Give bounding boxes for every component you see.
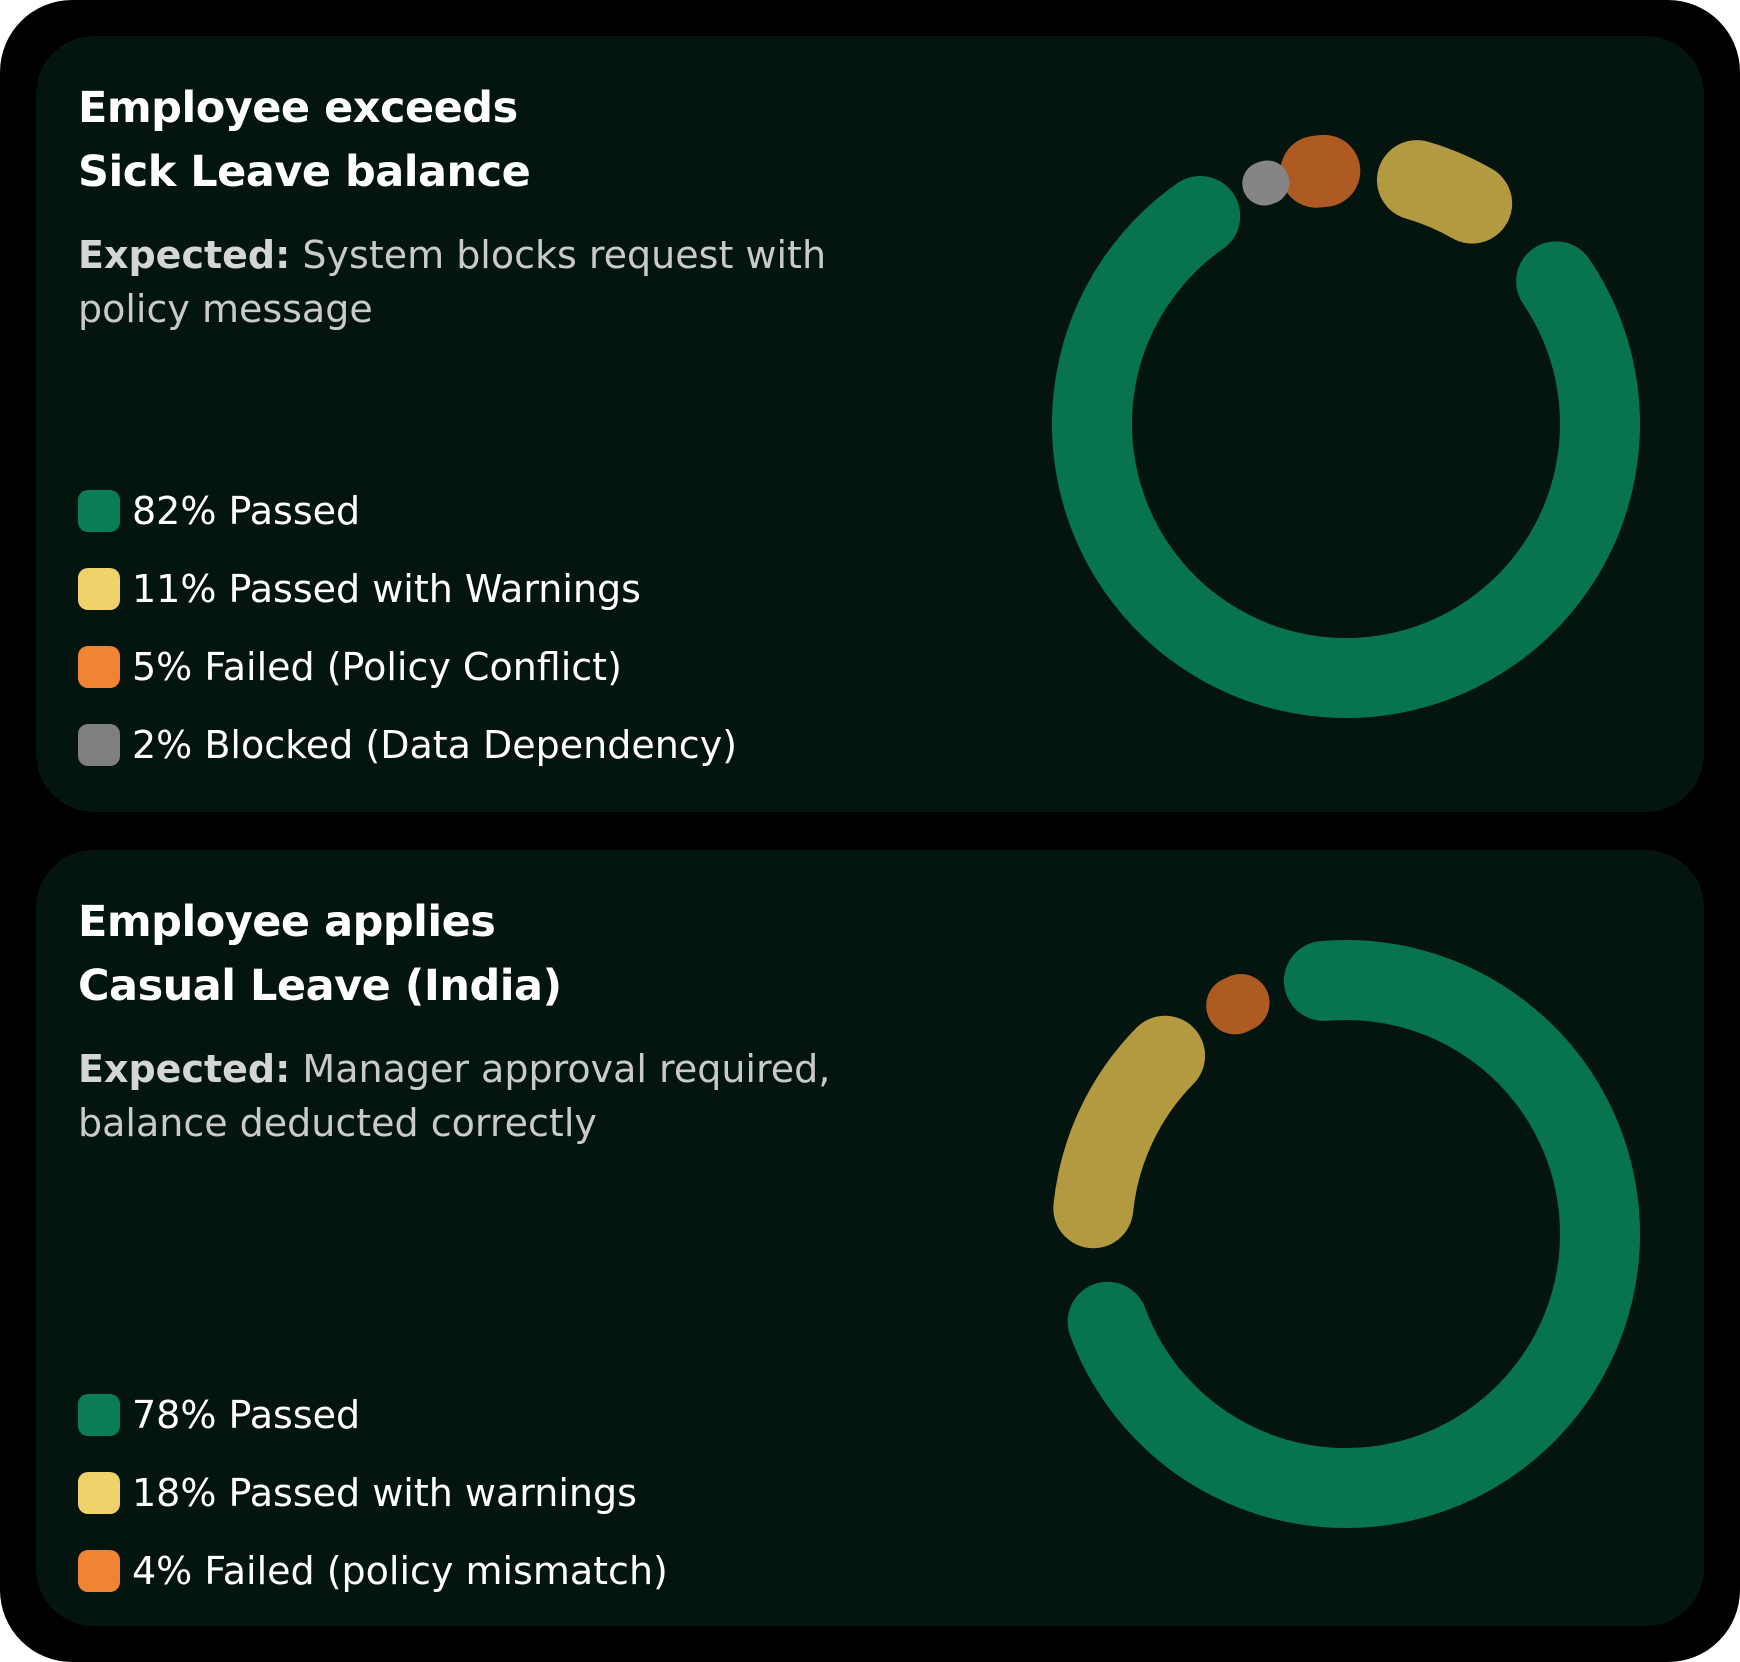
legend-item-blocked: 2% Blocked (Data Dependency): [78, 706, 737, 784]
legend-label: 5% Failed (Policy Conflict): [132, 645, 622, 689]
legend-item-passed-warnings: 11% Passed with Warnings: [78, 550, 737, 628]
card-title-line-1: Employee exceeds: [78, 83, 518, 133]
test-card-sick-leave: Employee exceeds Sick Leave balance Expe…: [36, 36, 1704, 812]
legend-label: 78% Passed: [132, 1393, 361, 1437]
card-title: Employee exceeds Sick Leave balance: [78, 76, 531, 204]
chart-legend: 82% Passed 11% Passed with Warnings 5% F…: [78, 472, 737, 784]
expected-label: Expected:: [78, 1047, 291, 1091]
donut-segment-failed: [1206, 974, 1270, 1035]
legend-swatch-warnings: [78, 568, 120, 610]
legend-swatch-passed: [78, 1394, 120, 1436]
expected-result: Expected: System blocks request with pol…: [78, 228, 878, 336]
legend-label: 11% Passed with Warnings: [132, 567, 641, 611]
legend-label: 18% Passed with warnings: [132, 1471, 637, 1515]
test-card-casual-leave: Employee applies Casual Leave (India) Ex…: [36, 850, 1704, 1626]
donut-segment-failed: [1280, 134, 1361, 208]
legend-swatch-passed: [78, 490, 120, 532]
card-title-line-1: Employee applies: [78, 897, 496, 947]
card-title-line-2: Sick Leave balance: [78, 147, 531, 197]
legend-item-passed-warnings: 18% Passed with warnings: [78, 1454, 668, 1532]
donut-chart: [1053, 940, 1640, 1528]
card-title: Employee applies Casual Leave (India): [78, 890, 562, 1018]
legend-swatch-warnings: [78, 1472, 120, 1514]
legend-item-failed: 5% Failed (Policy Conflict): [78, 628, 737, 706]
legend-label: 82% Passed: [132, 489, 361, 533]
legend-swatch-failed: [78, 646, 120, 688]
expected-label: Expected:: [78, 233, 291, 277]
expected-text: System blocks request with policy messag…: [78, 233, 827, 331]
donut-segment-passed: [1067, 940, 1640, 1528]
card-title-line-2: Casual Leave (India): [78, 961, 562, 1011]
legend-item-passed: 78% Passed: [78, 1376, 668, 1454]
legend-swatch-failed: [78, 1550, 120, 1592]
donut-segment-passed-warnings: [1053, 1015, 1206, 1249]
legend-label: 2% Blocked (Data Dependency): [132, 723, 738, 767]
donut-segment-passed: [1052, 175, 1640, 718]
legend-item-failed: 4% Failed (policy mismatch): [78, 1532, 668, 1610]
legend-label: 4% Failed (policy mismatch): [132, 1549, 668, 1593]
legend-swatch-blocked: [78, 724, 120, 766]
expected-result: Expected: Manager approval required, bal…: [78, 1042, 878, 1150]
donut-chart: [1052, 134, 1640, 718]
donut-segment-passed-warnings: [1376, 140, 1513, 244]
donut-segment-blocked: [1242, 160, 1290, 206]
legend-item-passed: 82% Passed: [78, 472, 737, 550]
expected-text: Manager approval required, balance deduc…: [78, 1047, 831, 1145]
chart-legend: 78% Passed 18% Passed with warnings 4% F…: [78, 1376, 668, 1610]
